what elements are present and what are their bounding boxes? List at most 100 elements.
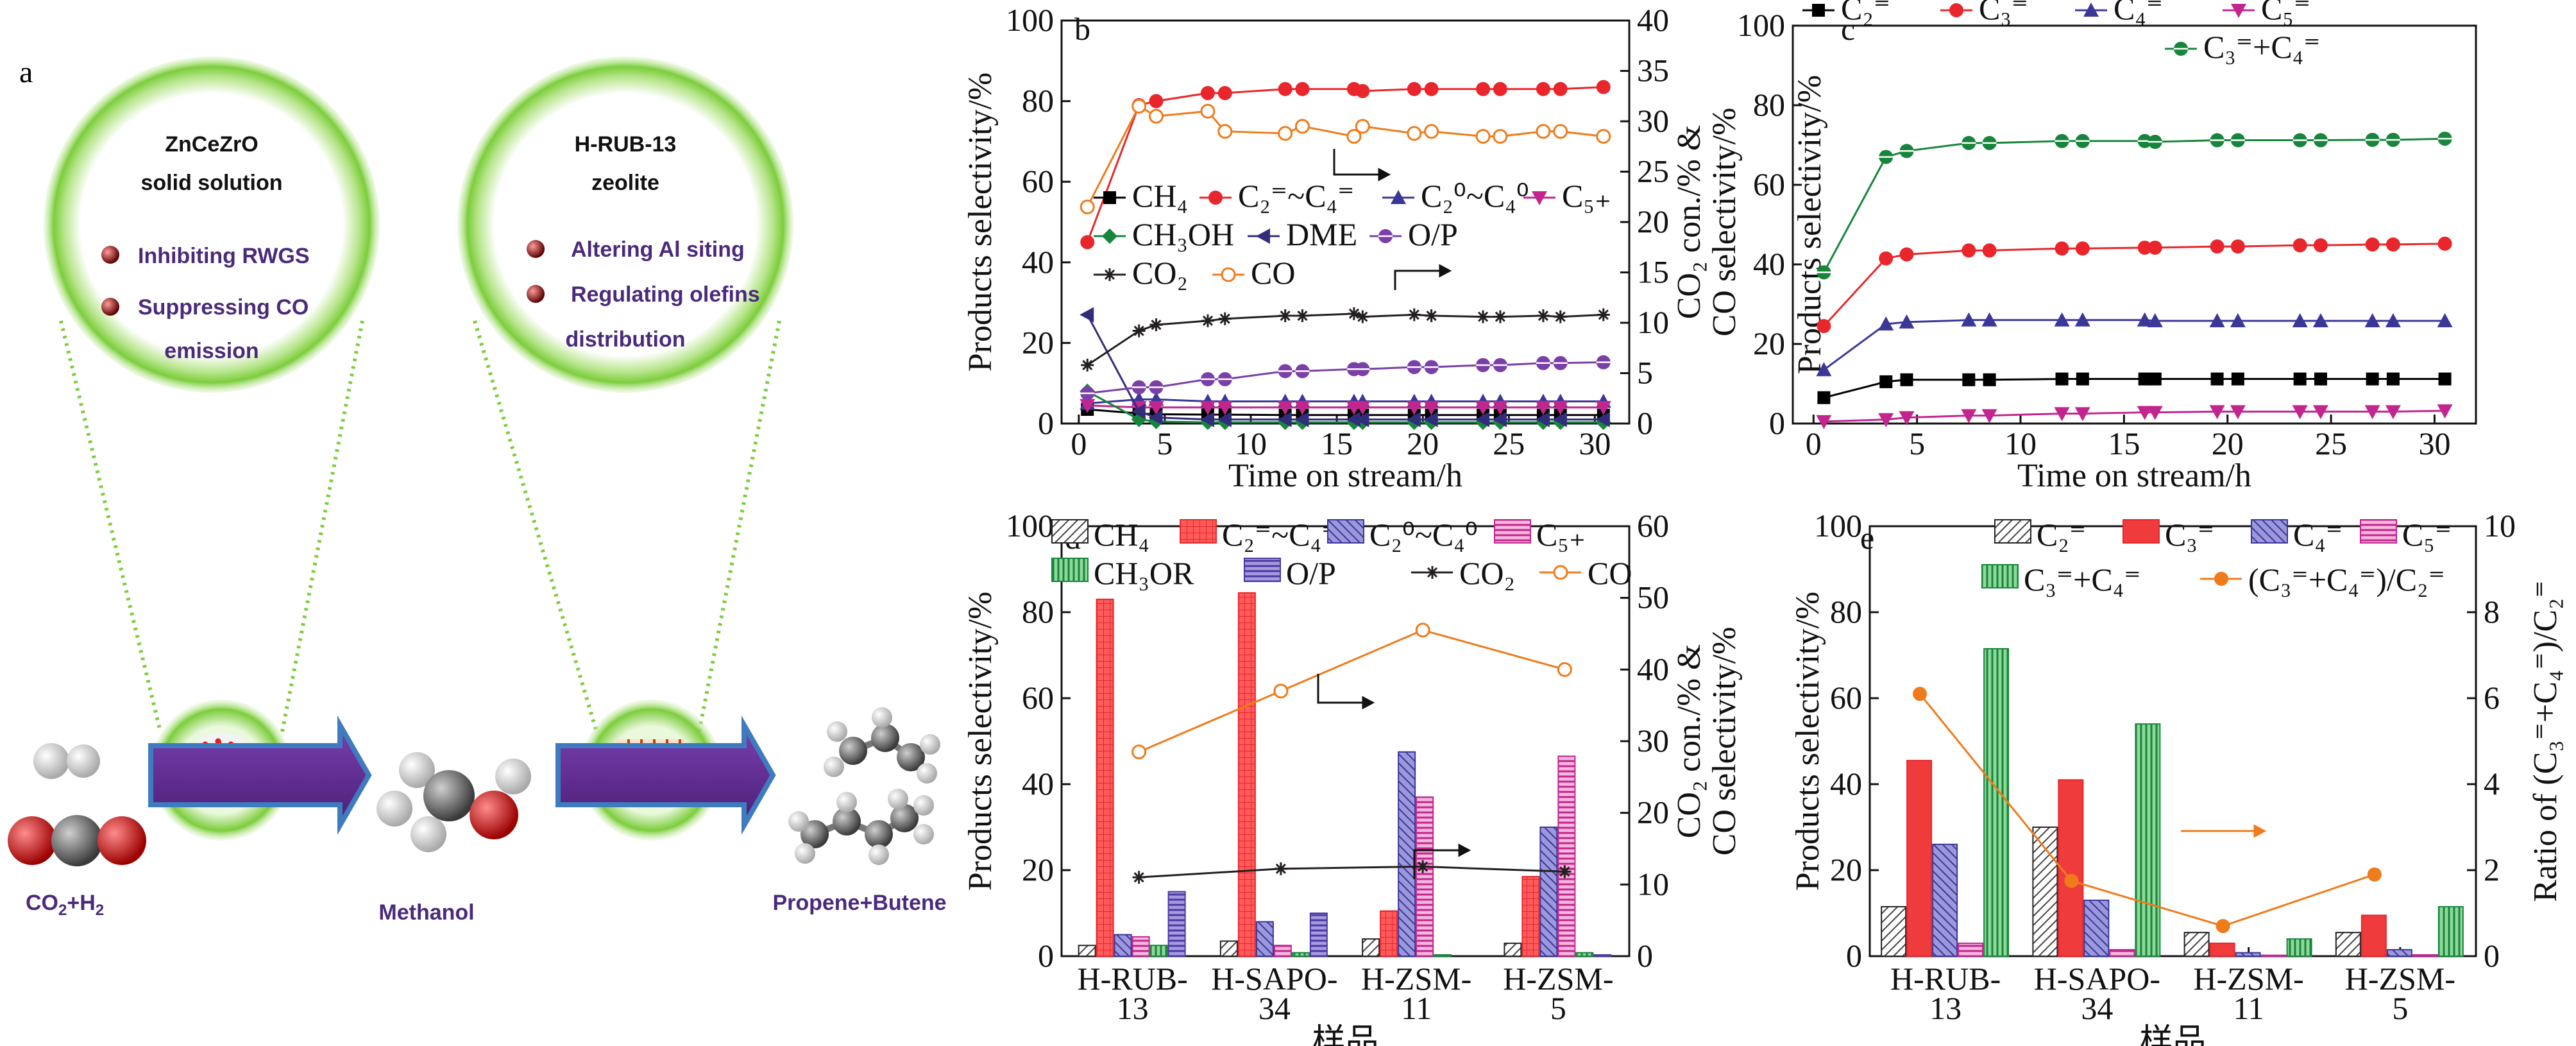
series-line [1824, 409, 2445, 423]
data-point [1983, 373, 1996, 386]
series-7 [1081, 307, 1610, 372]
h2-molecule-icon [33, 743, 100, 779]
x-tick-label: 11 [1401, 990, 1432, 1026]
data-point [1493, 81, 1507, 96]
data-point [1597, 308, 1610, 322]
data-point [1200, 103, 1216, 119]
x-tick-label: 15 [2108, 425, 2140, 461]
data-point [1132, 324, 1146, 338]
data-point [1595, 400, 1611, 415]
x-tick-label: 5 [2392, 990, 2408, 1026]
data-point [1200, 372, 1215, 386]
bullet-icon [101, 298, 119, 316]
legend-marker [1426, 566, 1439, 579]
data-point [1080, 235, 1095, 250]
legend-marker [1949, 3, 1963, 17]
legend-swatch [1494, 519, 1531, 544]
bar [1932, 843, 1958, 957]
data-point [1199, 400, 1216, 415]
data-point [1277, 400, 1293, 415]
y-tick-label: 20 [1022, 852, 1054, 887]
y2-tick-label: 10 [1637, 304, 1669, 340]
data-point [1294, 411, 1309, 427]
legend-label: O/P [1408, 216, 1458, 252]
legend-swatch [1994, 519, 2031, 544]
bar [2412, 954, 2438, 957]
series-line [1823, 319, 2445, 371]
data-point [1596, 355, 1611, 370]
bar [1593, 954, 1612, 957]
bar [1416, 796, 1434, 957]
bar [1398, 751, 1416, 957]
legend-swatch [1051, 558, 1089, 582]
bar [1219, 940, 1238, 957]
data-point [1407, 360, 1421, 375]
y-tick-label: 0 [1846, 938, 1862, 973]
series-1 [1817, 236, 2452, 334]
y2-tick-label: 30 [1637, 723, 1669, 759]
series-8 [1080, 98, 1611, 214]
data-point [1879, 251, 1894, 266]
data-point [2209, 405, 2225, 420]
y-axis-label: Products selectivity/% [962, 592, 999, 891]
bar-series-4 [1983, 647, 2464, 957]
data-point [1131, 404, 1146, 420]
data-point [2230, 239, 2245, 254]
data-point [1199, 411, 1214, 427]
bar [2058, 779, 2084, 957]
data-point [2209, 313, 2225, 328]
data-point [1346, 411, 1360, 427]
y2-tick-label: 5 [1637, 355, 1653, 391]
data-point [1817, 265, 1831, 280]
bar [2109, 948, 2135, 957]
data-point [1536, 124, 1551, 139]
arrow-head [1439, 264, 1452, 278]
data-point [1274, 862, 1287, 875]
bar [1539, 827, 1558, 957]
data-point [1355, 362, 1370, 377]
y2-axis-label-2: CO selectivity/% [1706, 108, 1743, 337]
data-point [1492, 411, 1507, 427]
x-tick-label: 11 [2233, 990, 2264, 1026]
bar [1983, 647, 2010, 957]
bar [1237, 592, 1256, 957]
bubble-title: ZnCeZrO [165, 132, 258, 157]
data-point [1554, 310, 1567, 323]
axis-arrows [1317, 674, 1471, 879]
legend-label: C₂⁼ [2037, 517, 2086, 553]
legend-label: C₃⁼+C₄⁼ [2024, 562, 2141, 597]
data-point [1407, 308, 1421, 322]
series-0 [1817, 372, 2452, 404]
bar [1149, 945, 1168, 957]
data-point [1296, 309, 1309, 323]
data-point [1149, 380, 1164, 395]
legend-swatch [1244, 558, 1281, 582]
y2-tick-label: 0 [2484, 938, 2500, 973]
legend-swatch [1327, 519, 1364, 544]
data-point [1475, 411, 1490, 427]
data-point [1536, 309, 1550, 323]
bar-series-2 [1114, 751, 1558, 957]
data-point [2292, 313, 2308, 328]
series-line [1087, 313, 1604, 366]
bar [1114, 934, 1132, 957]
data-point [2137, 406, 2153, 420]
data-point [2210, 133, 2224, 148]
data-point [1080, 307, 1094, 323]
product-label: Propene+Butene [772, 891, 946, 915]
data-point [2437, 313, 2453, 328]
data-point [1535, 400, 1551, 415]
data-point [1553, 124, 1568, 139]
data-point [1595, 411, 1610, 427]
bar-series-0 [1881, 827, 2361, 957]
legend: CH₄ C₂⁼~C₄⁼ C₂⁰~C₄⁰ C₅₊ CH₃OH DME O/P CO₂ CO [1094, 178, 1611, 291]
x-tick-label: 34 [2081, 990, 2113, 1026]
y2-tick-label: 40 [1637, 651, 1669, 687]
data-point [2075, 241, 2090, 256]
arrow-head [1458, 843, 1471, 857]
data-point [2313, 238, 2328, 253]
legend-marker [1553, 565, 1568, 580]
data-point [1982, 135, 1997, 150]
panel-letter: e [1860, 520, 1874, 556]
